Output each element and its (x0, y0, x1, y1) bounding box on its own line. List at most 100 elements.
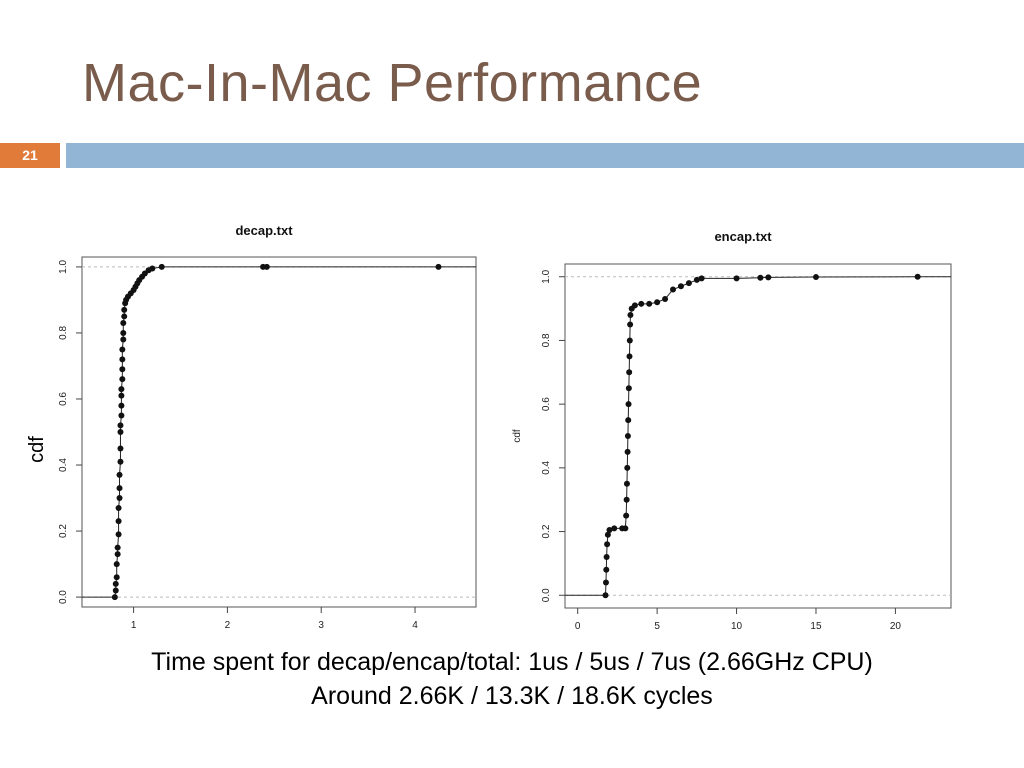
slide-number: 21 (0, 143, 60, 168)
data-point (611, 525, 618, 532)
data-point (602, 592, 609, 599)
x-tick-label: 15 (810, 621, 822, 632)
data-point (116, 485, 123, 492)
data-point (118, 392, 125, 399)
data-point (114, 544, 121, 551)
data-point (627, 311, 634, 318)
y-tick-label: 0.6 (58, 392, 69, 406)
data-point (627, 321, 634, 328)
data-point (120, 329, 127, 336)
y-tick-label: 0.4 (58, 458, 69, 472)
data-point (733, 275, 740, 282)
data-point (624, 448, 631, 455)
y-tick-label: 0.4 (541, 460, 552, 474)
data-point (112, 580, 119, 587)
data-point (115, 518, 122, 525)
data-point (670, 286, 677, 293)
header-bar (66, 143, 1024, 168)
y-tick-label: 0.8 (58, 326, 69, 340)
x-tick-label: 1 (131, 620, 137, 631)
y-tick-label: 0.6 (541, 397, 552, 411)
data-point (115, 531, 122, 538)
data-point (603, 554, 610, 561)
data-point (631, 302, 638, 309)
cdf-line (565, 276, 951, 596)
y-tick-label: 0.0 (541, 588, 552, 602)
data-point (118, 412, 125, 419)
x-tick-label: 20 (890, 621, 902, 632)
y-tick-label: 0.2 (541, 524, 552, 538)
data-point (263, 263, 270, 270)
y-tick-label: 1.0 (541, 269, 552, 283)
data-point (604, 531, 611, 538)
data-point (112, 587, 119, 594)
data-point (623, 480, 630, 487)
y-axis-label: cdf (512, 429, 523, 443)
caption-line-2: Around 2.66K / 13.3K / 18.6K cycles (311, 682, 713, 710)
chart-title: decap.txt (235, 223, 293, 238)
data-point (623, 496, 630, 503)
x-tick-label: 4 (412, 620, 418, 631)
data-point (646, 300, 653, 307)
data-point (606, 526, 613, 533)
slide-title: Mac-In-Mac Performance (82, 53, 703, 113)
data-point (120, 336, 127, 343)
data-point (603, 566, 610, 573)
y-tick-label: 0.8 (541, 333, 552, 347)
decap-chart: 1 2 3 4 0.0 0.2 0.4 0.6 0.8 1.0 decap.txt (58, 223, 477, 631)
data-point (698, 275, 705, 282)
data-point (113, 574, 120, 581)
data-point (812, 274, 819, 281)
x-tick-label: 3 (318, 620, 324, 631)
data-point (625, 417, 632, 424)
cdf-line (82, 266, 476, 598)
x-tick-label: 5 (654, 621, 660, 632)
data-point (116, 471, 123, 478)
chart-title: encap.txt (714, 229, 772, 244)
y-tick-label: 1.0 (58, 260, 69, 274)
data-point (116, 495, 123, 502)
data-point (625, 385, 632, 392)
data-point (435, 263, 442, 270)
data-point (677, 283, 684, 290)
data-point (625, 401, 632, 408)
data-point (118, 402, 125, 409)
data-point (914, 273, 921, 280)
data-point (623, 512, 630, 519)
data-point (120, 320, 127, 327)
data-point (624, 464, 631, 471)
data-point (117, 458, 124, 465)
data-point (111, 594, 118, 601)
side-ylabel: cdf (25, 436, 48, 463)
encap-chart: 0 5 10 15 20 0.0 0.2 0.4 0.6 0.8 1.0 encap.txt cdf (512, 229, 952, 632)
data-point (622, 525, 629, 532)
data-point (117, 429, 124, 435)
data-point (626, 353, 633, 360)
data-point (693, 276, 700, 283)
data-point (624, 433, 631, 439)
data-point (149, 265, 156, 272)
x-tick-label: 10 (731, 621, 743, 632)
data-point (117, 445, 124, 452)
caption-line-1: Time spent for decap/encap/total: 1us / … (151, 648, 873, 676)
data-point (602, 579, 609, 586)
data-point (121, 306, 128, 313)
data-point (626, 337, 633, 344)
data-point (638, 300, 645, 307)
data-point (765, 274, 772, 281)
data-point (685, 280, 692, 287)
data-point (119, 356, 126, 363)
data-point (757, 274, 764, 281)
data-point (626, 369, 633, 376)
data-point (158, 263, 165, 270)
data-point (118, 386, 125, 393)
data-point (113, 561, 120, 568)
x-tick-label: 0 (575, 621, 581, 632)
data-point (119, 376, 126, 383)
data-point (115, 504, 122, 511)
data-point (604, 541, 611, 548)
plot-frame (81, 256, 477, 608)
y-tick-label: 0.0 (58, 590, 69, 604)
data-point (117, 422, 124, 429)
